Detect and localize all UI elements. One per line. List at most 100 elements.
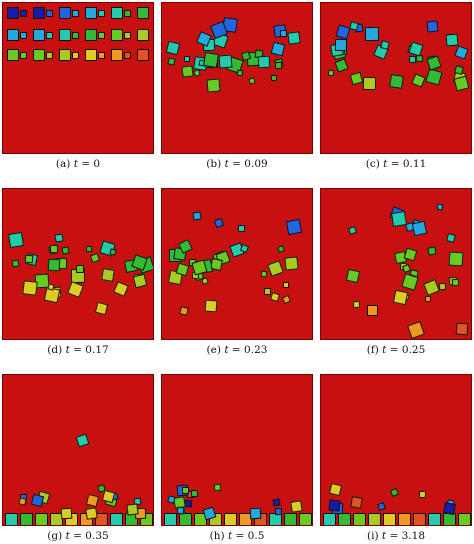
particle <box>426 20 439 33</box>
particle <box>98 32 105 39</box>
caption-label: (h) <box>209 530 225 542</box>
particle <box>46 52 53 59</box>
particle <box>179 306 189 317</box>
particle <box>438 282 447 290</box>
simulation-plot-f <box>320 188 472 340</box>
caption-a: (a) t = 0 <box>2 158 154 170</box>
particle <box>22 280 39 297</box>
particle <box>389 487 399 497</box>
particle <box>191 489 199 497</box>
caption-label: (d) <box>47 344 63 356</box>
particle <box>282 282 290 289</box>
particle <box>33 7 45 19</box>
particle <box>279 29 287 38</box>
particle <box>75 433 90 448</box>
caption-t-symbol: t <box>224 158 229 170</box>
particle <box>101 489 115 503</box>
particle <box>224 513 237 525</box>
particle <box>422 278 440 296</box>
particle <box>181 486 189 494</box>
particle <box>111 29 123 41</box>
particle <box>94 301 109 315</box>
caption-t-symbol: t <box>381 530 387 542</box>
particle <box>95 513 108 525</box>
particle <box>442 502 456 516</box>
particle <box>425 67 444 86</box>
particle <box>33 29 45 41</box>
caption-t-value: 0.5 <box>247 530 265 542</box>
particle <box>290 500 303 513</box>
particle <box>110 513 123 525</box>
caption-t-symbol: t <box>382 344 387 356</box>
particle <box>137 7 149 19</box>
caption-equals: = <box>73 530 82 542</box>
particle <box>413 513 426 525</box>
simulation-plot-c <box>320 2 472 154</box>
particle <box>75 265 84 274</box>
caption-h: (h) t = 0.5 <box>161 530 313 542</box>
particle <box>20 513 33 525</box>
caption-t-value: 0.25 <box>401 344 426 356</box>
particle <box>181 65 195 79</box>
particle <box>213 483 222 492</box>
particle <box>377 502 387 512</box>
particle <box>165 40 181 56</box>
particle <box>367 305 379 317</box>
particle <box>445 233 456 244</box>
particle <box>285 218 302 235</box>
particle <box>393 289 409 305</box>
particle <box>85 29 97 41</box>
particle <box>132 273 148 289</box>
particle <box>282 294 292 305</box>
caption-t-value: 3.18 <box>401 530 426 542</box>
particle <box>335 24 351 40</box>
particle <box>126 503 139 516</box>
caption-t-value: 0.09 <box>244 158 268 170</box>
caption-t-symbol: t <box>227 530 233 542</box>
particle <box>124 10 131 17</box>
particle <box>448 251 464 267</box>
caption-t-value: 0 <box>93 158 101 170</box>
caption-i: (i) t = 3.18 <box>320 530 472 542</box>
particle <box>183 55 191 62</box>
particle <box>338 513 351 525</box>
particle <box>86 246 93 253</box>
particle <box>299 513 312 525</box>
particle <box>167 57 176 67</box>
caption-d: (d) t = 0.17 <box>2 344 154 356</box>
particle <box>72 52 79 59</box>
particle <box>124 32 131 39</box>
particle <box>328 69 335 77</box>
particle <box>60 507 73 520</box>
caption-t-symbol: t <box>65 344 70 356</box>
particle <box>443 513 456 525</box>
particle <box>287 30 301 45</box>
particle <box>202 52 219 69</box>
particle <box>72 10 79 17</box>
particle <box>436 203 444 211</box>
particle <box>269 291 281 302</box>
particle <box>192 211 202 221</box>
caption-t-symbol: t <box>73 158 78 170</box>
caption-g: (g) t = 0.35 <box>2 530 154 542</box>
particle <box>249 507 262 520</box>
particle <box>11 259 20 268</box>
particle <box>18 496 27 506</box>
caption-equals: = <box>81 158 91 170</box>
particle <box>179 513 192 525</box>
particle <box>425 295 432 303</box>
particle <box>257 56 271 69</box>
particle <box>403 247 418 262</box>
particle <box>46 32 53 39</box>
particle <box>30 493 44 507</box>
caption-e: (e) t = 0.23 <box>161 344 313 356</box>
particle <box>345 268 360 283</box>
caption-label: (e) <box>206 344 221 356</box>
particle <box>20 52 27 59</box>
particle <box>368 513 381 525</box>
particle <box>445 33 459 47</box>
simulation-plot-e <box>161 188 313 340</box>
particle <box>260 270 268 278</box>
simulation-plot-a <box>2 2 154 154</box>
particle <box>164 513 177 525</box>
